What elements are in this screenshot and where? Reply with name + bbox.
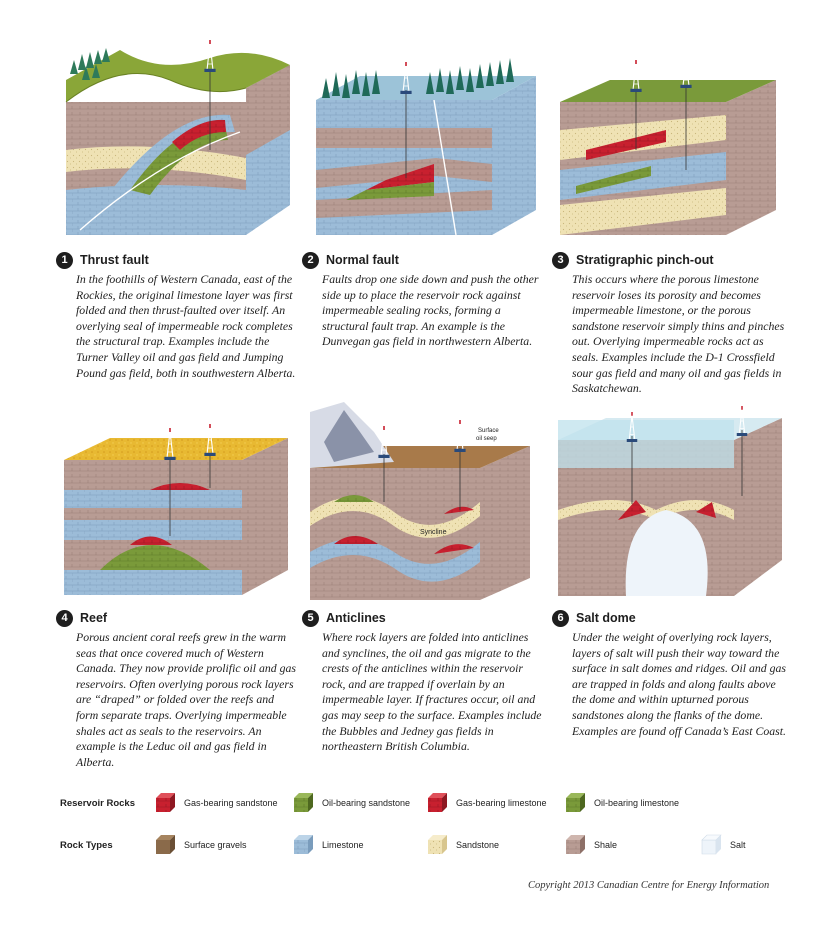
legend-item-label: Shale — [594, 840, 618, 850]
caption-title: Normal fault — [326, 253, 399, 267]
caption-title: Anticlines — [326, 611, 386, 625]
legend-oil-bearing-limestone: Oil-bearing limestone — [564, 792, 679, 814]
caption-anticlines: 5 Anticlines Where rock layers are folde… — [302, 608, 542, 755]
caption-stratigraphic-pinch-out: 3 Stratigraphic pinch-out This occurs wh… — [552, 250, 792, 397]
cube-icon — [292, 792, 314, 814]
reef-diagram — [60, 420, 296, 605]
legend-gas-bearing-limestone: Gas-bearing limestone — [426, 792, 547, 814]
caption-text: This occurs where the porous limestone r… — [572, 272, 785, 396]
step-number: 2 — [302, 251, 319, 269]
step-number: 1 — [56, 251, 73, 269]
caption-title: Stratigraphic pinch-out — [576, 253, 714, 267]
caption-title: Thrust fault — [80, 253, 149, 267]
cube-icon — [426, 834, 448, 856]
legend-salt: Salt — [700, 834, 746, 856]
cube-icon — [154, 792, 176, 814]
legend-shale: Shale — [564, 834, 617, 856]
thrust-fault-diagram — [60, 40, 296, 245]
legend-item-label: Gas-bearing sandstone — [184, 798, 278, 808]
caption-normal-fault: 2 Normal fault Faults drop one side down… — [302, 250, 542, 350]
normal-fault-diagram — [306, 40, 542, 245]
legend-item-label: Limestone — [322, 840, 364, 850]
legend-item-label: Salt — [730, 840, 746, 850]
cube-icon — [426, 792, 448, 814]
surface-seep-label-2: oil seep — [476, 436, 497, 442]
legend-limestone: Limestone — [292, 834, 364, 856]
legend-rock-types-label: Rock Types — [60, 840, 113, 851]
legend-item-label: Gas-bearing limestone — [456, 798, 547, 808]
caption-title: Salt dome — [576, 611, 636, 625]
surface-seep-label-1: Surface — [478, 428, 499, 434]
legend-item-label: Sandstone — [456, 840, 500, 850]
legend-surface-gravels: Surface gravels — [154, 834, 247, 856]
caption-salt-dome: 6 Salt dome Under the weight of overlyin… — [552, 608, 792, 739]
stratigraphic-pinch-out-diagram — [556, 56, 792, 245]
step-number: 5 — [302, 609, 319, 627]
caption-title: Reef — [80, 611, 108, 625]
legend-oil-bearing-sandstone: Oil-bearing sandstone — [292, 792, 410, 814]
step-number: 3 — [552, 251, 569, 269]
cube-icon — [564, 792, 586, 814]
caption-reef: 4 Reef Porous ancient coral reefs grew i… — [56, 608, 296, 770]
cube-icon — [700, 834, 722, 856]
legend-item-label: Surface gravels — [184, 840, 247, 850]
caption-text: Faults drop one side down and push the o… — [322, 272, 539, 349]
legend-item-label: Oil-bearing limestone — [594, 798, 680, 808]
legend-reservoir-rocks-label: Reservoir Rocks — [60, 798, 135, 809]
syncline-label: Syncline — [420, 529, 447, 536]
cube-icon — [154, 834, 176, 856]
step-number: 6 — [552, 609, 569, 627]
caption-thrust-fault: 1 Thrust fault In the foothills of Weste… — [56, 250, 296, 381]
caption-text: In the foothills of Western Canada, east… — [76, 272, 296, 380]
caption-text: Where rock layers are folded into anticl… — [322, 630, 542, 754]
legend-sandstone: Sandstone — [426, 834, 499, 856]
caption-text: Under the weight of overlying rock layer… — [572, 630, 786, 738]
cube-icon — [564, 834, 586, 856]
step-number: 4 — [56, 609, 73, 627]
cube-icon — [292, 834, 314, 856]
legend-gas-bearing-sandstone: Gas-bearing sandstone — [154, 792, 278, 814]
salt-dome-diagram — [556, 400, 792, 605]
anticlines-diagram: Syncline Surface oil seep — [304, 402, 540, 607]
copyright-text: Copyright 2013 Canadian Centre for Energ… — [528, 880, 770, 891]
legend-item-label: Oil-bearing sandstone — [322, 798, 411, 808]
caption-text: Porous ancient coral reefs grew in the w… — [76, 630, 296, 769]
